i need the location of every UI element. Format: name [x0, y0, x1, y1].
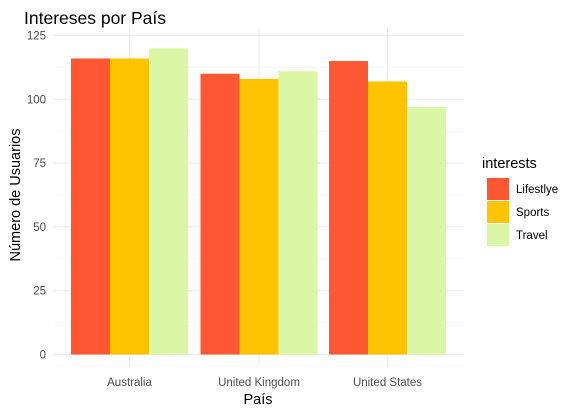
x-tick-labels: Australia United Kingdom United States — [107, 377, 422, 389]
bar-travel-united-states — [407, 106, 446, 355]
bar-sports-united-states — [368, 81, 407, 355]
x-tick-label: Australia — [107, 377, 152, 389]
bar-sports-australia — [110, 58, 149, 355]
y-tick-label: 50 — [33, 222, 46, 234]
y-tick-label: 100 — [27, 94, 46, 106]
legend-title: interests — [482, 156, 537, 172]
legend: interests Lifestlye Sports Travel — [482, 156, 558, 246]
chart-title: Intereses por País — [24, 8, 166, 28]
bars-layer — [71, 48, 446, 355]
bar-sports-united-kingdom — [239, 78, 279, 355]
x-axis-title: País — [243, 392, 272, 408]
legend-swatch-travel — [487, 224, 509, 246]
y-tick-label: 125 — [27, 31, 46, 43]
bar-lifestlye-united-states — [329, 61, 368, 355]
y-axis-title: Número de Usuarios — [8, 129, 24, 262]
legend-label-lifestlye: Lifestlye — [516, 184, 558, 196]
y-tick-label: 0 — [40, 350, 46, 362]
legend-label-sports: Sports — [516, 207, 549, 219]
y-tick-labels: 0 25 50 75 100 125 — [27, 31, 46, 362]
x-tick-label: United States — [353, 377, 422, 389]
x-tick-label: United Kingdom — [218, 377, 300, 389]
legend-label-travel: Travel — [516, 230, 548, 242]
y-tick-label: 25 — [33, 286, 46, 298]
legend-swatch-sports — [487, 201, 509, 223]
y-tick-label: 75 — [33, 158, 46, 170]
bar-travel-australia — [149, 48, 188, 355]
legend-swatch-lifestlye — [487, 178, 509, 200]
bar-lifestlye-australia — [71, 58, 110, 355]
bar-travel-united-kingdom — [278, 71, 318, 355]
bar-lifestlye-united-kingdom — [200, 73, 240, 355]
